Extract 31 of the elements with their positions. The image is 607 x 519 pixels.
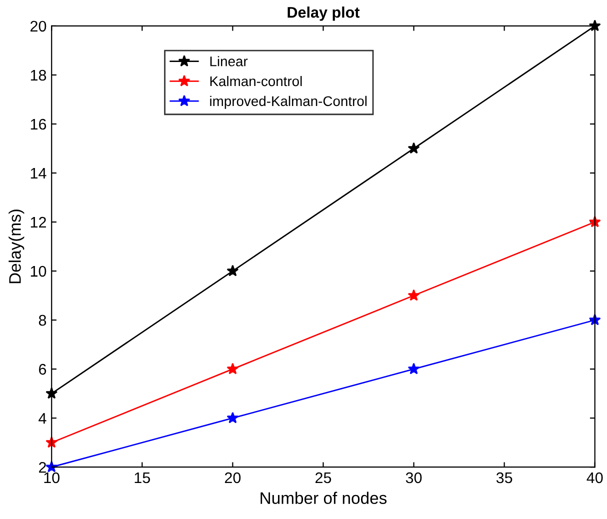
- point: [408, 289, 420, 301]
- y-tick-label: 4: [38, 413, 46, 424]
- y-tick-label: 8: [38, 314, 46, 326]
- point: [408, 362, 420, 374]
- point: [588, 314, 601, 326]
- y-tick-label: 18: [30, 70, 46, 81]
- y-tick-label: 6: [39, 364, 46, 375]
- point: [588, 216, 601, 228]
- legend-label: Kalman-control: [210, 76, 302, 86]
- legend-label: improved-Kalman-Control: [210, 96, 367, 109]
- y-tick-label: 14: [30, 168, 46, 179]
- point: [226, 362, 239, 374]
- point: [226, 264, 239, 276]
- y-tick-label: 12: [30, 216, 46, 228]
- x-tick-label: 35: [496, 472, 512, 484]
- point: [226, 412, 239, 424]
- y-tick-label: 20: [30, 20, 46, 32]
- x-tick-label: 25: [316, 472, 332, 484]
- y-tick-label: 16: [30, 118, 46, 130]
- x-tick-label: 30: [406, 472, 422, 484]
- x-axis-title: Number of nodes: [260, 492, 387, 504]
- y-tick-label: 2: [39, 462, 46, 473]
- x-tick-label: 15: [134, 472, 150, 484]
- x-tick-label: 40: [586, 472, 603, 484]
- x-tick-label: 20: [224, 472, 241, 484]
- y-axis-title: Delay(ms): [8, 210, 24, 284]
- point: [408, 142, 420, 154]
- y-tick-label: 10: [30, 266, 46, 277]
- chart-title: Delay plot: [288, 6, 360, 21]
- legend-label: Linear: [210, 56, 248, 66]
- point: [588, 20, 601, 32]
